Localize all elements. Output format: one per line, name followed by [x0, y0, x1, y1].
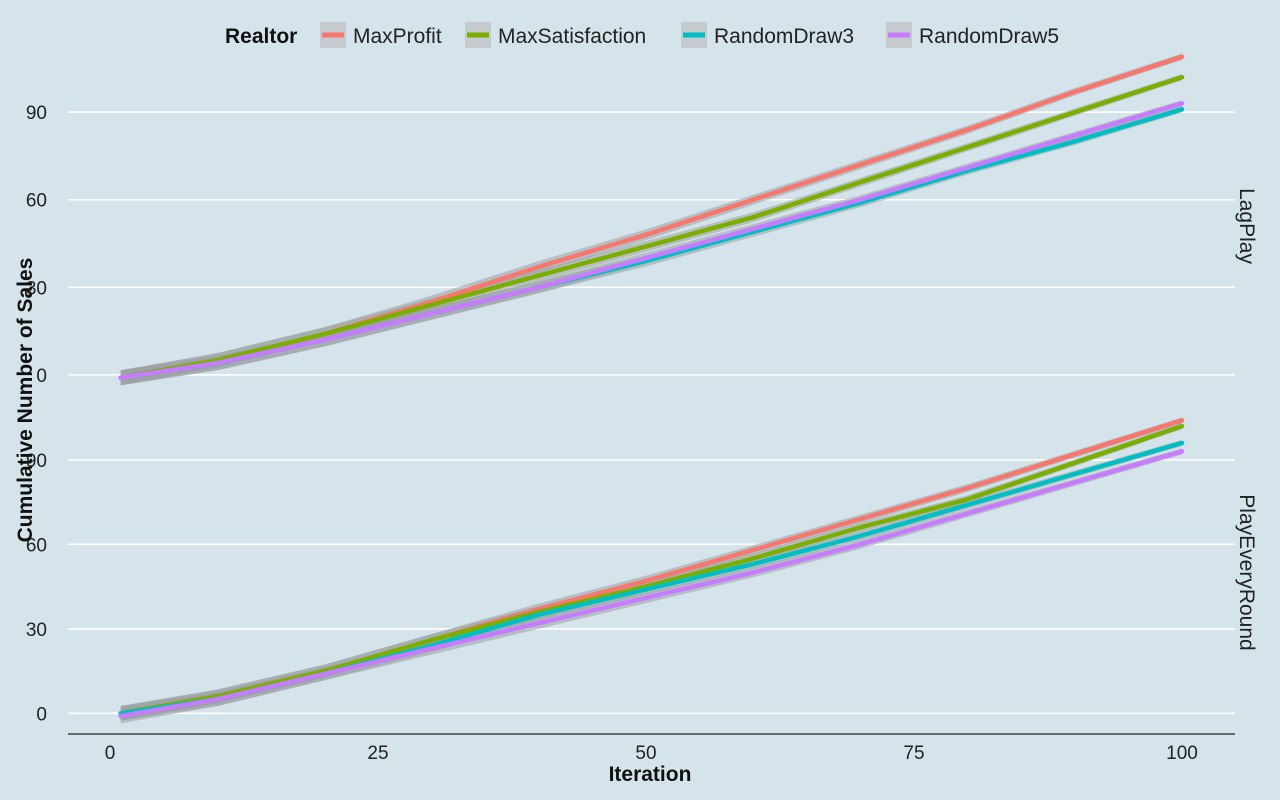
x-tick-label: 0: [105, 743, 116, 764]
legend-item-maxsatisfaction: MaxSatisfaction: [465, 22, 646, 48]
series-line-maxprofit: [118, 418, 1185, 716]
strip-label: LagPlay: [1235, 188, 1258, 264]
y-tick-label: 30: [26, 620, 47, 641]
y-tick-label: 60: [26, 191, 47, 212]
legend-label: MaxProfit: [353, 25, 442, 48]
y-tick-label: 0: [36, 366, 47, 387]
y-axis-title: Cumulative Number of Sales: [14, 258, 37, 543]
panel-lagplay: 0 30 60 90 LagPlay: [26, 53, 1258, 387]
x-axis: 0 25 50 75 100: [68, 733, 1235, 764]
series-line-randomdraw5: [118, 449, 1185, 719]
series-line-maxprofit: [118, 54, 1185, 380]
legend-title: Realtor: [225, 25, 297, 48]
x-tick-label: 75: [903, 743, 924, 764]
legend-label: RandomDraw3: [714, 25, 854, 48]
legend-item-randomdraw5: RandomDraw5: [886, 22, 1059, 48]
legend: Realtor MaxProfit MaxSatisfaction RandomDr…: [225, 22, 1059, 48]
strip-label: PlayEveryRound: [1235, 494, 1258, 650]
series-line-randomdraw5: [118, 101, 1185, 380]
x-tick-label: 100: [1166, 743, 1198, 764]
legend-item-randomdraw3: RandomDraw3: [681, 22, 854, 48]
x-tick-label: 25: [367, 743, 388, 764]
y-tick-label: 60: [26, 535, 47, 556]
y-tick-label: 0: [36, 704, 47, 725]
panel-playeveryround: 0 30 60 90 PlayEveryRound: [26, 417, 1258, 725]
series-line-maxsatisfaction: [118, 74, 1185, 380]
confidence-band: [120, 53, 1183, 386]
legend-item-maxprofit: MaxProfit: [320, 22, 442, 48]
series-line-maxsatisfaction: [118, 423, 1185, 716]
x-axis-title: Iteration: [609, 763, 692, 786]
plot-panels: 0 30 60 90 LagPlay 0 30 60 90 PlayEveryRound: [26, 53, 1258, 725]
legend-label: RandomDraw5: [919, 25, 1059, 48]
y-tick-label: 90: [26, 451, 47, 472]
legend-label: MaxSatisfaction: [498, 25, 646, 48]
y-tick-label: 30: [26, 278, 47, 299]
y-tick-label: 90: [26, 103, 47, 124]
x-tick-label: 50: [635, 743, 656, 764]
